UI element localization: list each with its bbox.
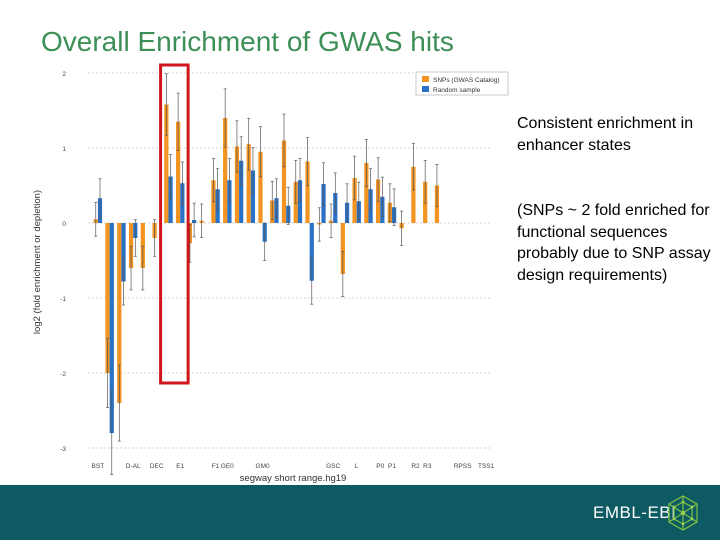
bar-snps xyxy=(176,121,181,223)
bar-snps xyxy=(352,178,357,223)
x-tick-label: GSC xyxy=(326,463,340,470)
x-tick-label: R3 xyxy=(423,463,432,470)
bar-snps xyxy=(281,140,287,223)
chart-legend: SNPs (GWAS Catalog) Random sample xyxy=(415,71,509,96)
y-tick-label: -2 xyxy=(60,371,66,378)
bar-snps xyxy=(340,223,345,274)
enrichment-chart: -3 -2 -1 0 1 2 BST D-AL DEC E1 F1 GE0 GM0 GSC L P0 P1 R2… xyxy=(32,63,509,484)
x-tick-label: E1 xyxy=(176,463,184,470)
bar-snps xyxy=(258,151,263,223)
bar-snps xyxy=(364,163,369,223)
x-tick-label: R2 xyxy=(411,463,420,470)
y-tick-label: 2 xyxy=(62,71,66,78)
x-tick-label: D-AL xyxy=(126,463,141,470)
error-bars xyxy=(94,73,439,476)
x-tick-label: GE0 xyxy=(221,463,234,470)
x-tick-label: L xyxy=(355,463,359,470)
legend-swatch-random xyxy=(422,86,429,92)
bar-snps xyxy=(305,161,310,223)
legend-swatch-snps xyxy=(422,76,429,82)
y-axis-label: log2 (fold enrichment or depletion) xyxy=(32,190,43,334)
legend-label-snps: SNPs (GWAS Catalog) xyxy=(433,77,500,84)
bar-snps xyxy=(223,118,228,223)
bullet-snp-assay-note: (SNPs ~ 2 fold enriched for functional s… xyxy=(517,202,711,284)
bar-random xyxy=(309,223,314,281)
bar-random xyxy=(109,223,114,433)
legend-label-random: Random sample xyxy=(433,87,481,94)
embl-ebi-logo-text: EMBL-EBI xyxy=(593,503,677,522)
bar-snps xyxy=(140,223,145,268)
x-axis: BST D-AL DEC E1 F1 GE0 GM0 GSC L P0 P1 R2 R3 RPSS TSS1 xyxy=(92,463,495,470)
legend-box xyxy=(415,71,509,96)
bar-snps xyxy=(246,144,251,223)
bar-random xyxy=(121,223,126,282)
bar-random xyxy=(239,160,244,223)
y-tick-label: 0 xyxy=(62,221,66,228)
y-tick-label: 1 xyxy=(62,146,66,153)
x-tick-label: P0 xyxy=(376,463,384,470)
highlight-box xyxy=(159,63,190,385)
x-tick-label: GM0 xyxy=(256,463,270,470)
bar-random xyxy=(250,170,256,223)
bar-snps xyxy=(164,104,169,223)
bullet-enhancer-enrichment: Consistent enrichment in enhancer states xyxy=(517,115,694,154)
x-tick-label: F1 xyxy=(212,463,220,470)
bar-random xyxy=(168,176,173,223)
bar-snps xyxy=(117,223,122,403)
embl-ebi-hexagon-logo-icon xyxy=(668,495,698,531)
bar-snps xyxy=(234,146,240,223)
bar-snps xyxy=(411,166,416,223)
slide-title: Overall Enrichment of GWAS hits xyxy=(41,26,454,57)
x-tick-label: DEC xyxy=(150,463,164,470)
x-tick-label: BST xyxy=(92,463,105,470)
y-axis: -3 -2 -1 0 1 2 xyxy=(60,71,66,453)
footer-bar: EMBL-EBI xyxy=(0,485,720,540)
bar-snps xyxy=(128,223,134,268)
x-axis-label: segway short range.hg19 xyxy=(240,473,347,484)
y-tick-label: -1 xyxy=(60,296,66,303)
x-tick-label: RPSS xyxy=(454,463,472,470)
y-tick-label: -3 xyxy=(60,446,66,453)
x-tick-label: TSS1 xyxy=(478,463,495,470)
bar-snps xyxy=(105,223,110,373)
x-tick-label: P1 xyxy=(388,463,396,470)
plot-area xyxy=(88,73,495,448)
